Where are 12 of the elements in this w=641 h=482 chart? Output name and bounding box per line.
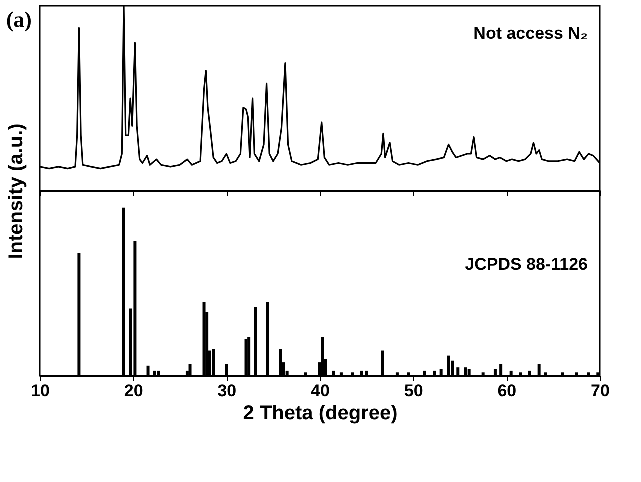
x-tick-label: 20 (124, 382, 144, 400)
x-tick-label: 60 (498, 382, 517, 400)
x-tick-label: 10 (31, 382, 50, 400)
annotation: JCPDS 88-1126 (465, 255, 588, 274)
x-axis-title: 2 Theta (degree) (243, 402, 398, 424)
x-tick-label: 50 (404, 382, 424, 400)
text: (a) (6, 7, 32, 32)
y-axis-title: Intensity (a.u.) (6, 124, 28, 260)
x-tick-label: 40 (311, 382, 330, 400)
x-tick-label: 70 (591, 382, 610, 400)
x-tick-label: 30 (218, 382, 237, 400)
annotation: Not access N₂ (474, 24, 588, 43)
